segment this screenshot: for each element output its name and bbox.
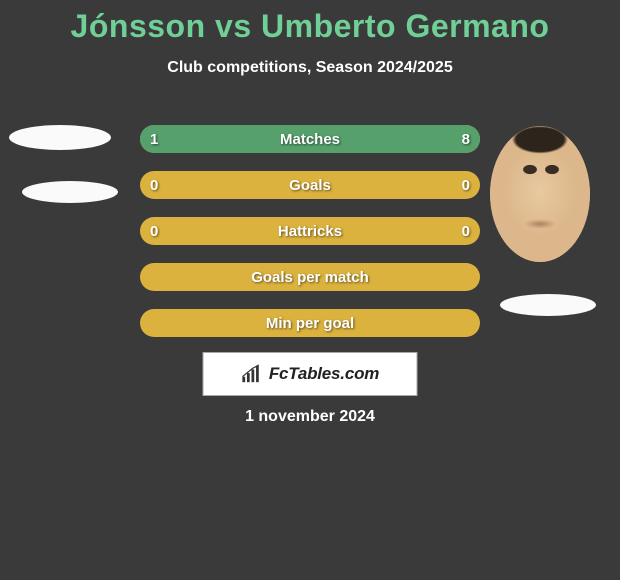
stat-row: Matches1 8 <box>140 125 480 153</box>
stat-value-left: 0 <box>140 217 168 245</box>
player1-avatar <box>9 125 111 150</box>
date-text: 1 november 2024 <box>0 408 620 426</box>
title-vs: vs <box>215 8 252 44</box>
stat-bars: Matches18Goals00Hattricks00Goals per mat… <box>140 125 480 355</box>
stat-label: Goals per match <box>140 263 480 291</box>
stat-row: Goals0 0 <box>140 171 480 199</box>
title-player2: Umberto Germano <box>261 8 549 44</box>
subtitle: Club competitions, Season 2024/2025 <box>0 59 620 77</box>
bar-chart-icon <box>241 364 263 384</box>
stat-row: Min per goal <box>140 309 480 337</box>
stat-value-left: 0 <box>140 171 168 199</box>
stat-label: Min per goal <box>140 309 480 337</box>
title-player1: Jónsson <box>71 8 206 44</box>
stat-value-right: 0 <box>452 217 480 245</box>
stat-row: Goals per match <box>140 263 480 291</box>
site-logo-text: FcTables.com <box>269 364 379 384</box>
stat-label: Goals <box>140 171 480 199</box>
site-logo-box: FcTables.com <box>203 352 418 396</box>
player2-face <box>490 126 590 262</box>
stat-value-left: 1 <box>140 125 168 153</box>
stat-value-right: 8 <box>452 125 480 153</box>
stat-label: Hattricks <box>140 217 480 245</box>
stat-row: Hattricks0 0 <box>140 217 480 245</box>
page-title: Jónsson vs Umberto Germano <box>0 0 620 45</box>
stat-label: Matches <box>140 125 480 153</box>
player2-avatar <box>490 126 590 262</box>
stat-value-right: 0 <box>452 171 480 199</box>
team2-logo <box>500 294 596 316</box>
team1-logo <box>22 181 118 203</box>
